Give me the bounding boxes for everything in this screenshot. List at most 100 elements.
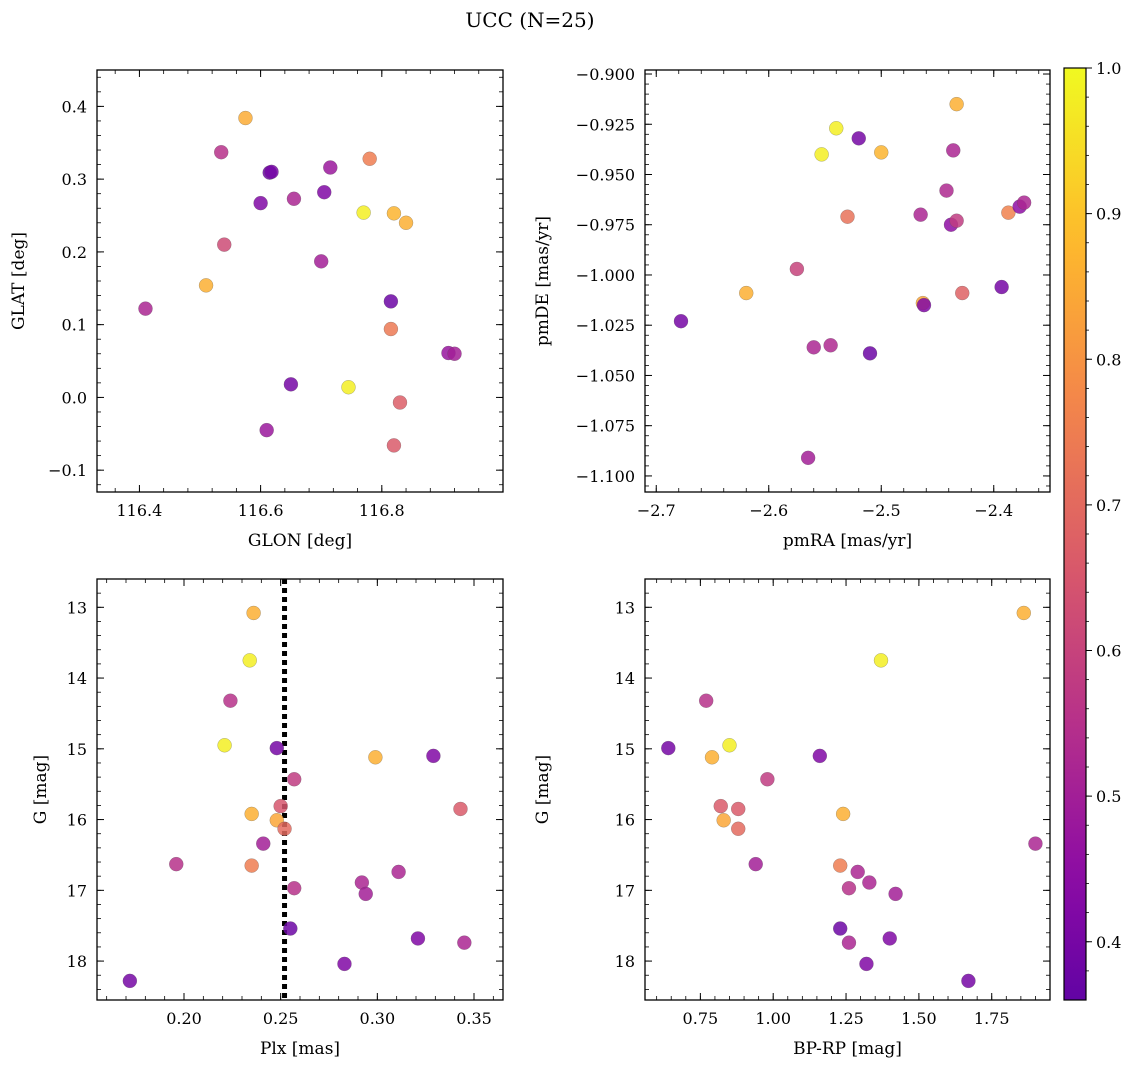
scatter-panel-1: 116.4 116.6 116.8 −0.1 0.0 0.1 0.2 0.3 0.4 GLON [… [9, 69, 504, 551]
colorbar-tick-label: 1.0 [1096, 59, 1121, 78]
axes-frame [96, 69, 504, 493]
x-tick-label: 0.25 [263, 1009, 299, 1028]
y-tick-label: 17 [67, 881, 87, 900]
y-tick-label: 0.4 [62, 97, 87, 116]
y-tick-label: 14 [67, 669, 87, 688]
y-tick-label: 13 [67, 598, 87, 617]
data-point [946, 143, 961, 158]
data-point [800, 450, 816, 466]
axes-frame [644, 578, 1051, 1001]
data-point [748, 856, 763, 872]
data-point [386, 206, 402, 221]
data-point [862, 346, 878, 361]
x-tick-label: 1.50 [901, 1009, 937, 1028]
data-point [198, 278, 214, 293]
data-point [661, 740, 676, 756]
x-tick-label: 0.35 [456, 1009, 492, 1028]
data-point [447, 346, 462, 361]
y-tick-label: 18 [615, 952, 635, 971]
data-point [739, 285, 754, 301]
data-point [286, 191, 302, 206]
data-point [1016, 195, 1032, 210]
data-point [383, 294, 399, 309]
data-point [1001, 205, 1016, 220]
x-axis-label: Plx [mas] [260, 1039, 340, 1059]
data-point [392, 395, 408, 410]
y-tick-label: 13 [615, 598, 635, 617]
y-tick-label: 16 [615, 811, 635, 830]
data-point [337, 956, 352, 972]
data-point [713, 798, 728, 814]
data-point [253, 195, 268, 211]
data-point [716, 813, 731, 828]
x-tick-label: −2.4 [974, 501, 1013, 520]
x-tick-label: −2.5 [862, 501, 901, 520]
y-axis-label: G [mag] [31, 755, 51, 824]
data-point [850, 864, 865, 880]
y-tick-label: −0.1 [48, 461, 87, 480]
data-point [833, 921, 848, 936]
data-point [259, 422, 274, 438]
x-tick-label: 116.4 [117, 501, 163, 520]
data-point [814, 147, 829, 162]
data-point [386, 438, 402, 453]
colorbar-tick-label: 0.9 [1096, 205, 1121, 224]
y-tick-label: 14 [615, 669, 635, 688]
data-point [283, 377, 299, 392]
data-point [238, 110, 253, 126]
data-point [1028, 836, 1043, 851]
data-point [961, 973, 976, 989]
data-point [731, 821, 746, 836]
colorbar-tick-label: 0.4 [1096, 933, 1121, 952]
data-point [426, 748, 441, 764]
data-point [1016, 605, 1031, 621]
data-point [949, 213, 964, 228]
scatter-panel-3: 0.20 0.25 0.30 0.35 13 14 15 16 17 18 Plx [mas] G [… [31, 578, 504, 1059]
data-point [244, 858, 259, 873]
x-tick-label: 0.30 [360, 1009, 396, 1028]
colorbar-tick-label: 0.7 [1096, 496, 1121, 515]
data-point [362, 151, 377, 166]
data-point [806, 340, 821, 355]
panels: 116.4 116.6 116.8 −0.1 0.0 0.1 0.2 0.3 0.4 GLON [… [9, 65, 1051, 1059]
data-point [994, 279, 1009, 295]
data-point [264, 164, 279, 180]
data-point [873, 653, 889, 668]
data-point [916, 297, 932, 313]
data-point [244, 806, 259, 822]
data-point [859, 956, 874, 972]
data-point [829, 121, 844, 136]
data-point [398, 215, 414, 230]
x-tick-label: −2.7 [637, 501, 676, 520]
data-point [457, 935, 472, 950]
scatter-panel-2: −2.7 −2.6 −2.5 −2.4 −1.100 −1.075 −1.050 −1.025… [533, 65, 1051, 551]
data-point [217, 738, 232, 753]
axes-frame [96, 578, 504, 1001]
colorbar-gradient [1063, 67, 1087, 1001]
x-tick-label: 116.8 [359, 501, 405, 520]
y-tick-label: −1.050 [576, 366, 635, 385]
y-tick-label: −0.925 [576, 115, 635, 134]
data-point [341, 380, 356, 395]
y-tick-label: 0.1 [62, 316, 87, 335]
data-point [358, 886, 373, 902]
data-point [314, 254, 329, 269]
data-point [955, 285, 970, 301]
y-tick-label: 18 [67, 952, 87, 971]
y-tick-label: −1.000 [576, 266, 635, 285]
data-point [273, 798, 288, 814]
data-point [760, 772, 775, 787]
y-tick-label: 0.2 [62, 243, 87, 262]
data-point [841, 935, 857, 950]
data-point [122, 973, 138, 989]
x-tick-label: 1.75 [974, 1009, 1010, 1028]
colorbar-tick-label: 0.6 [1096, 642, 1121, 661]
data-point [704, 750, 720, 765]
data-point [283, 921, 298, 936]
x-tick-label: 0.20 [166, 1009, 202, 1028]
data-point [840, 209, 855, 224]
data-point [673, 313, 689, 329]
data-point [317, 185, 332, 200]
colorbar-tick-label: 0.8 [1096, 350, 1121, 369]
y-tick-label: 16 [67, 811, 87, 830]
